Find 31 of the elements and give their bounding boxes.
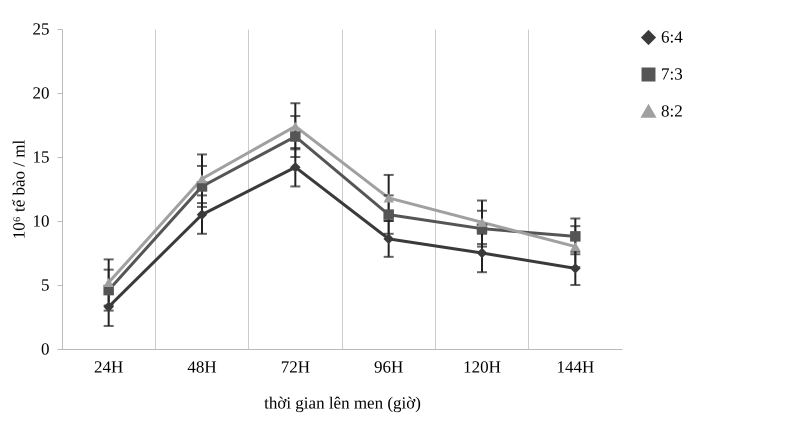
- point: [383, 193, 394, 202]
- legend-label: 7:3: [661, 64, 683, 84]
- y-tick-label: 0: [41, 340, 50, 358]
- point: [196, 209, 208, 220]
- x-axis-title: thời gian lên men (giờ): [264, 394, 421, 412]
- y-tick-label: 15: [32, 148, 50, 166]
- point: [383, 234, 394, 244]
- y-tick-label: 10: [32, 212, 50, 230]
- point: [476, 218, 488, 227]
- y-tick-label: 5: [41, 276, 50, 294]
- point: [570, 231, 581, 242]
- x-tick-label: 48H: [187, 358, 217, 376]
- point: [570, 263, 581, 274]
- x-tick-label: 96H: [374, 358, 404, 376]
- point: [290, 131, 301, 142]
- y-tick-label: 20: [32, 84, 50, 102]
- x-tick-label: 24H: [94, 358, 124, 376]
- point: [383, 209, 394, 220]
- x-tick-label: 72H: [280, 358, 310, 376]
- legend-label: 8:2: [661, 102, 683, 120]
- point: [476, 248, 488, 258]
- x-tick-label: 144H: [556, 358, 594, 376]
- point: [103, 302, 114, 312]
- point: [290, 162, 301, 172]
- point: [570, 242, 581, 252]
- x-tick-label: 120H: [463, 358, 501, 376]
- y-axis-title: 10⁶ tế bào / ml: [10, 140, 28, 240]
- legend-label: 6:4: [661, 28, 684, 46]
- point: [196, 174, 208, 184]
- point: [103, 278, 114, 287]
- y-tick-label: 25: [32, 20, 50, 38]
